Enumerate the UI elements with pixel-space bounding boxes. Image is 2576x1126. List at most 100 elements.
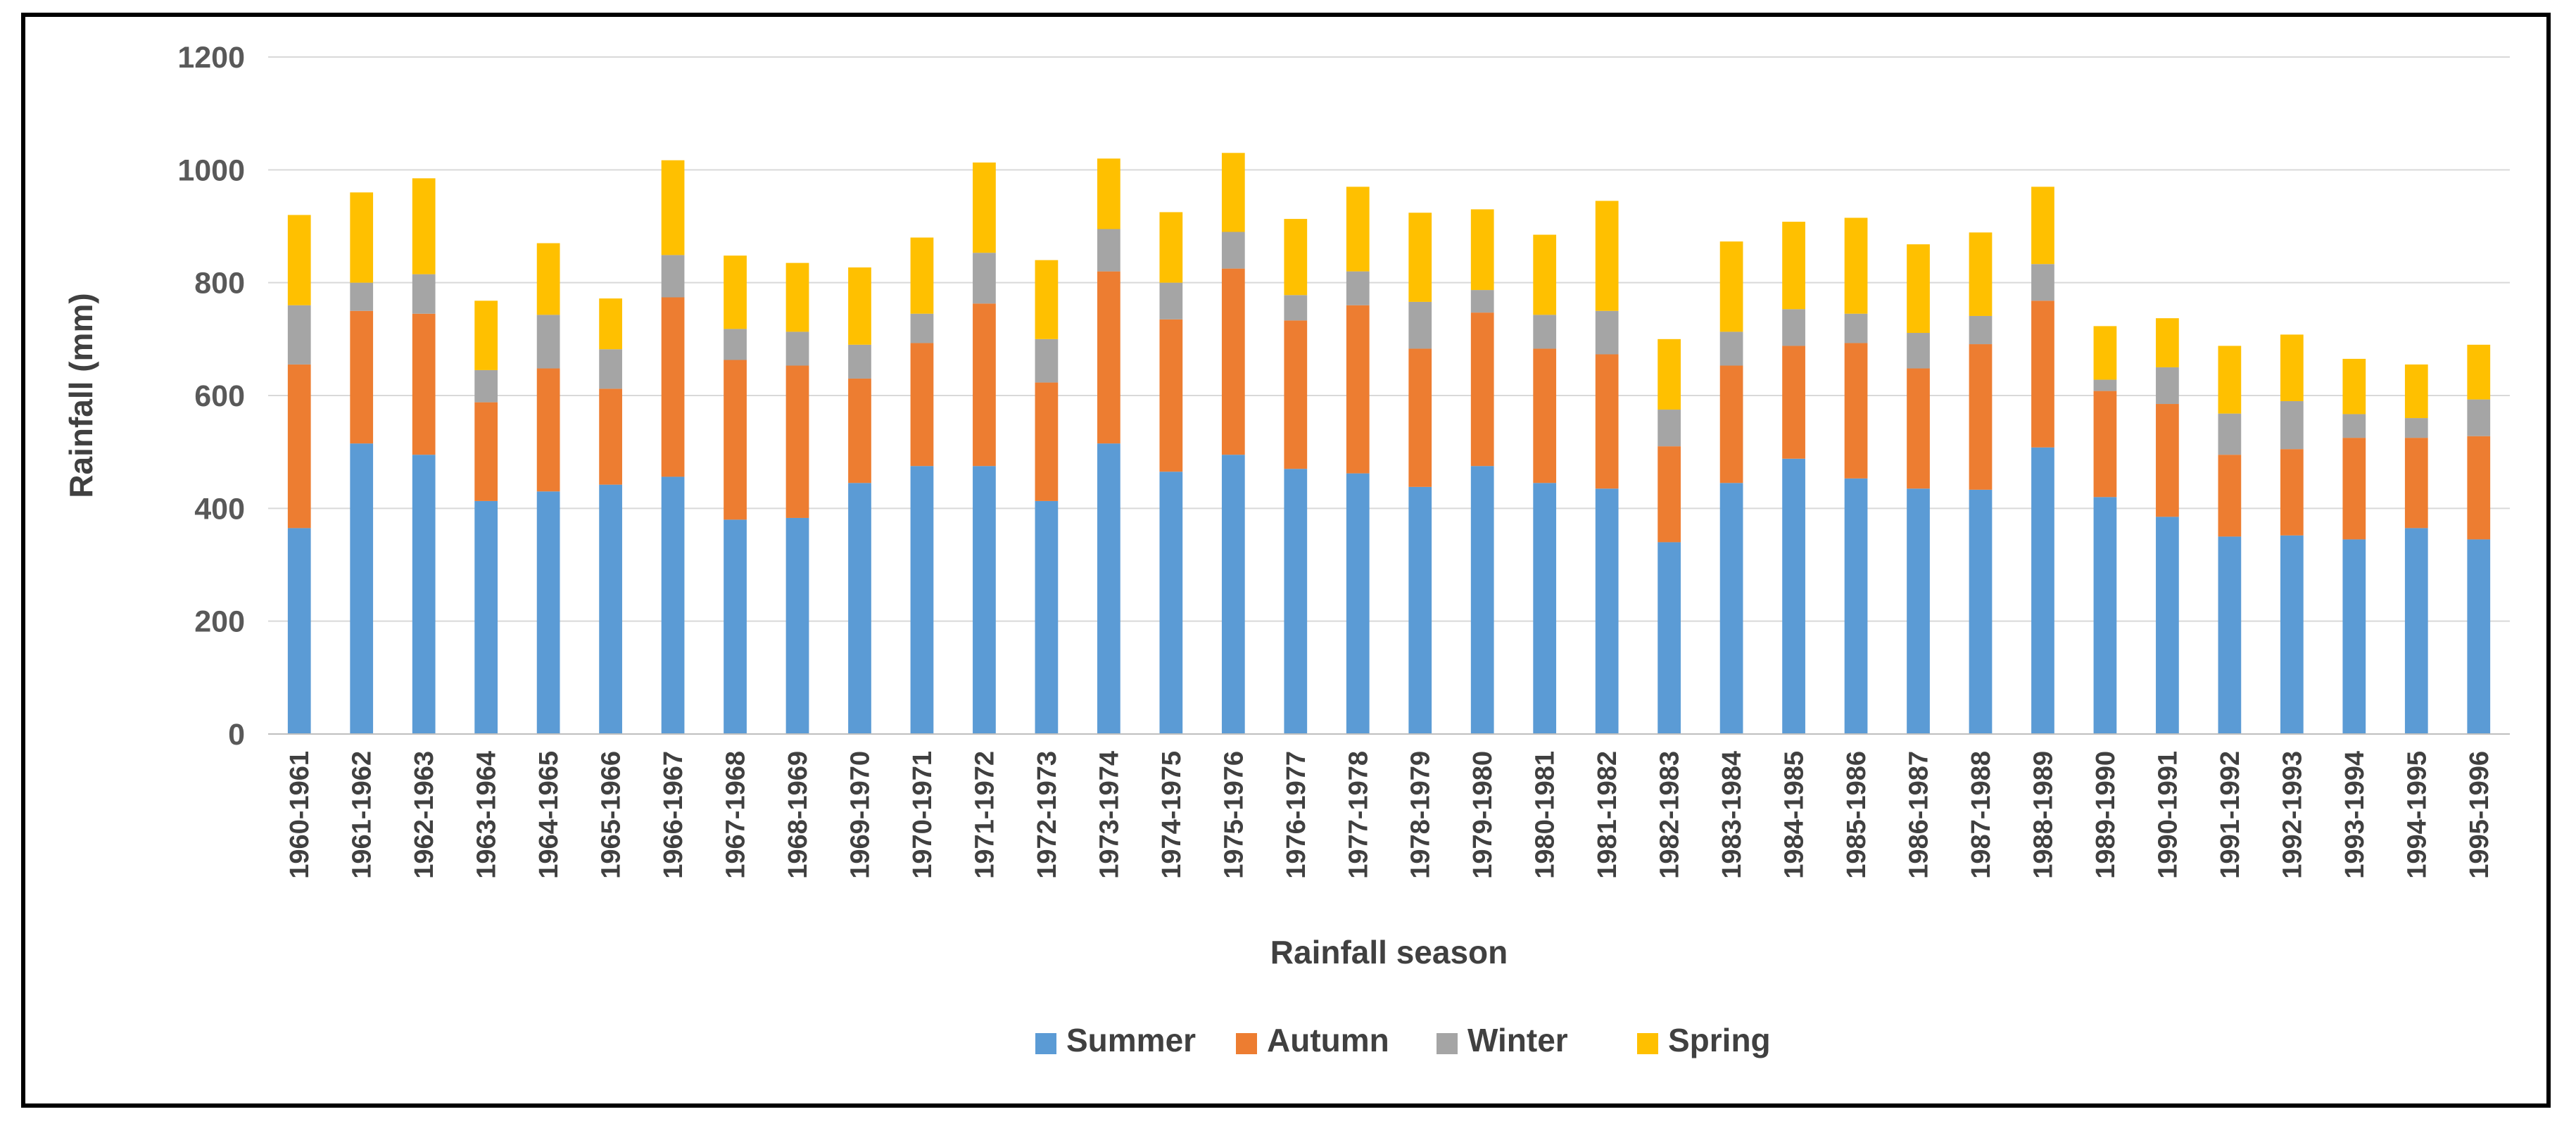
legend-swatch-summer xyxy=(1035,1033,1056,1054)
legend-label-spring: Spring xyxy=(1668,1022,1771,1058)
bar-summer-1963-1964 xyxy=(474,500,498,734)
bar-summer-1972-1973 xyxy=(1035,500,1059,734)
bar-autumn-1995-1996 xyxy=(2467,436,2491,540)
bar-summer-1966-1967 xyxy=(661,476,685,734)
bar-autumn-1968-1969 xyxy=(785,365,809,518)
bar-spring-1965-1966 xyxy=(599,298,622,350)
bar-summer-1978-1979 xyxy=(1408,486,1432,734)
legend-swatch-spring xyxy=(1637,1033,1658,1054)
bar-autumn-1965-1966 xyxy=(599,388,622,485)
x-tick-label: 1963-1964 xyxy=(472,751,502,879)
bar-spring-1991-1992 xyxy=(2218,346,2242,414)
x-tick-label: 1978-1979 xyxy=(1406,751,1436,879)
x-tick-label: 1993-1994 xyxy=(2340,751,2370,879)
bar-winter-1979-1980 xyxy=(1470,290,1494,313)
bar-winter-1987-1988 xyxy=(1969,315,1993,345)
bar-autumn-1991-1992 xyxy=(2218,455,2242,537)
bar-winter-1967-1968 xyxy=(724,329,747,360)
bar-summer-1974-1975 xyxy=(1159,472,1183,734)
x-tick-label: 1970-1971 xyxy=(908,751,937,879)
bar-spring-1964-1965 xyxy=(536,243,560,315)
bar-spring-1995-1996 xyxy=(2467,344,2491,400)
x-tick-label: 1966-1967 xyxy=(659,751,688,879)
bar-summer-1971-1972 xyxy=(973,466,996,734)
legend-swatch-winter xyxy=(1437,1033,1458,1054)
bar-autumn-1988-1989 xyxy=(2031,301,2054,448)
stacked-bar-chart: 0 200 400 600 800 1000 1200 1960-1961 1961-1962… xyxy=(63,41,2510,1058)
bar-winter-1972-1973 xyxy=(1035,339,1059,383)
bar-summer-1962-1963 xyxy=(412,455,436,734)
bar-spring-1984-1985 xyxy=(1782,222,1805,310)
bar-winter-1963-1964 xyxy=(474,369,498,403)
bar-autumn-1980-1981 xyxy=(1533,348,1557,483)
bar-summer-1961-1962 xyxy=(350,443,374,734)
bar-summer-1970-1971 xyxy=(910,466,934,734)
bar-summer-1964-1965 xyxy=(536,491,560,734)
bar-summer-1969-1970 xyxy=(848,483,871,734)
bar-summer-1960-1961 xyxy=(287,528,311,734)
bar-summer-1977-1978 xyxy=(1346,473,1370,734)
bar-winter-1973-1974 xyxy=(1097,229,1120,272)
bar-spring-1961-1962 xyxy=(350,192,374,283)
bar-winter-1974-1975 xyxy=(1159,282,1183,320)
bar-summer-1993-1994 xyxy=(2342,539,2366,734)
bar-summer-1979-1980 xyxy=(1470,466,1494,734)
x-tick-label: 1986-1987 xyxy=(1905,751,1934,879)
bar-spring-1992-1993 xyxy=(2280,334,2304,402)
bar-winter-1961-1962 xyxy=(350,282,374,311)
bar-spring-1990-1991 xyxy=(2156,318,2179,367)
x-tick-label: 1983-1984 xyxy=(1717,751,1747,879)
bar-summer-1989-1990 xyxy=(2093,497,2117,734)
bar-autumn-1985-1986 xyxy=(1844,343,1868,479)
x-tick-label: 1995-1996 xyxy=(2465,751,2494,879)
x-tick-label: 1961-1962 xyxy=(348,751,377,879)
bar-spring-1973-1974 xyxy=(1097,158,1120,229)
bar-autumn-1984-1985 xyxy=(1782,346,1805,459)
bar-spring-1980-1981 xyxy=(1533,234,1557,315)
bar-autumn-1969-1970 xyxy=(848,378,871,483)
bar-spring-1982-1983 xyxy=(1658,339,1681,410)
bar-winter-1966-1967 xyxy=(661,255,685,298)
legend-label-summer: Summer xyxy=(1066,1022,1196,1058)
bar-winter-1986-1987 xyxy=(1907,333,1930,369)
bar-winter-1995-1996 xyxy=(2467,399,2491,436)
bar-spring-1985-1986 xyxy=(1844,217,1868,314)
x-tick-label: 1981-1982 xyxy=(1593,751,1622,879)
x-tick-label: 1971-1972 xyxy=(970,751,999,879)
x-tick-label: 1985-1986 xyxy=(1842,751,1871,879)
bar-autumn-1961-1962 xyxy=(350,310,374,444)
bar-summer-1990-1991 xyxy=(2156,517,2179,734)
bar-spring-1963-1964 xyxy=(474,301,498,370)
bar-spring-1966-1967 xyxy=(661,160,685,255)
y-tick-label: 200 xyxy=(194,605,245,639)
bar-spring-1976-1977 xyxy=(1284,219,1308,296)
x-tick-label: 1967-1968 xyxy=(721,751,751,879)
bar-autumn-1964-1965 xyxy=(536,368,560,492)
bar-winter-1977-1978 xyxy=(1346,271,1370,305)
x-tick-label: 1965-1966 xyxy=(597,751,626,879)
bar-summer-1984-1985 xyxy=(1782,458,1805,734)
bar-spring-1983-1984 xyxy=(1719,241,1743,332)
bar-summer-1965-1966 xyxy=(599,484,622,734)
bar-autumn-1966-1967 xyxy=(661,297,685,477)
bar-winter-1964-1965 xyxy=(536,315,560,369)
bar-summer-1992-1993 xyxy=(2280,535,2304,734)
bar-winter-1990-1991 xyxy=(2156,367,2179,405)
bar-winter-1970-1971 xyxy=(910,313,934,343)
x-tick-label: 1975-1976 xyxy=(1219,751,1249,879)
bar-winter-1976-1977 xyxy=(1284,295,1308,321)
bar-winter-1982-1983 xyxy=(1658,410,1681,447)
bar-winter-1962-1963 xyxy=(412,274,436,314)
bar-winter-1971-1972 xyxy=(973,253,996,304)
bar-autumn-1987-1988 xyxy=(1969,344,1993,490)
y-tick-labels: 0 200 400 600 800 1000 1200 xyxy=(177,41,245,752)
x-tick-labels: 1960-1961 1961-1962 1962-1963 1963-1964 1964… xyxy=(285,751,2494,879)
bar-spring-1979-1980 xyxy=(1470,209,1494,291)
bar-autumn-1981-1982 xyxy=(1595,354,1619,489)
x-tick-label: 1980-1981 xyxy=(1531,751,1560,879)
bar-winter-1969-1970 xyxy=(848,344,871,379)
bar-winter-1988-1989 xyxy=(2031,264,2054,301)
bars xyxy=(287,153,2491,734)
bar-autumn-1992-1993 xyxy=(2280,449,2304,536)
bar-winter-1989-1990 xyxy=(2093,379,2117,391)
